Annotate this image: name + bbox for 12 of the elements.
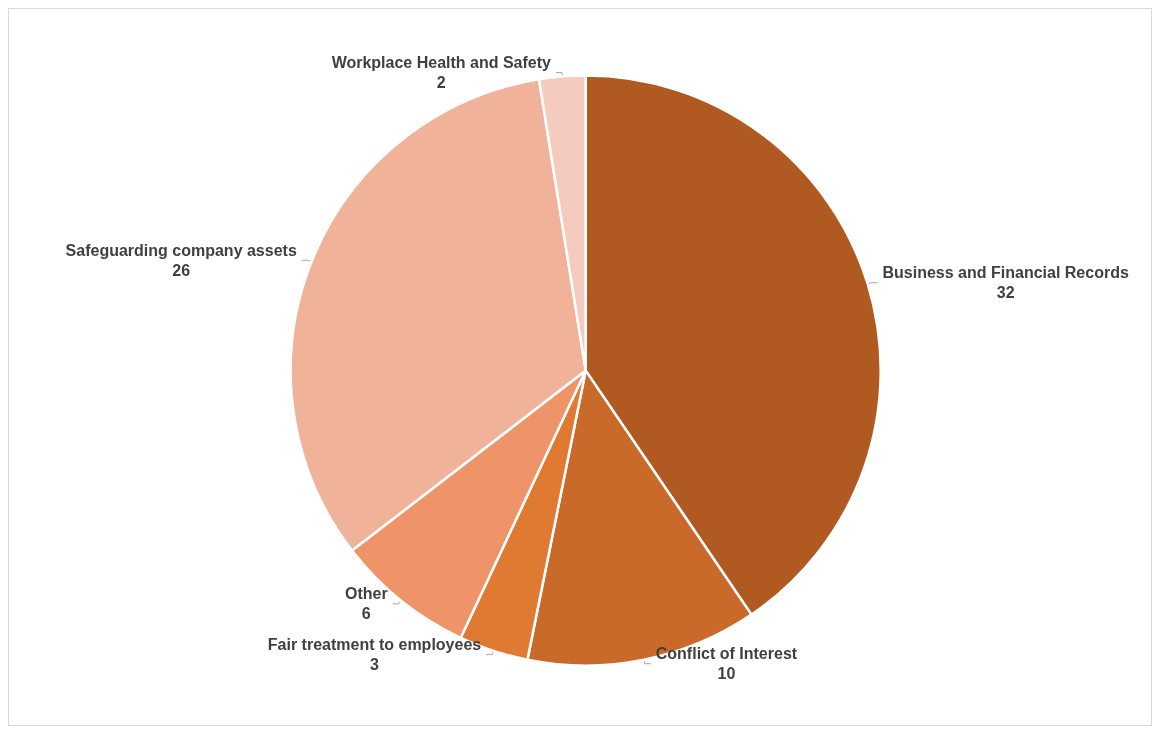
- data-label: 2: [436, 74, 446, 92]
- data-label: 32: [996, 284, 1015, 302]
- slice-label: Fair treatment to employees: [267, 636, 482, 654]
- slice-label: Other: [344, 585, 388, 603]
- data-label: 6: [361, 605, 371, 623]
- slice-label: Safeguarding company assets: [65, 241, 297, 259]
- slice-label: Workplace Health and Safety: [331, 54, 552, 72]
- data-label: 3: [370, 656, 380, 674]
- data-label: 10: [717, 665, 736, 683]
- data-label: 26: [172, 261, 191, 279]
- slice-label: Business and Financial Records: [882, 264, 1129, 282]
- slice-label: Conflict of Interest: [655, 645, 798, 663]
